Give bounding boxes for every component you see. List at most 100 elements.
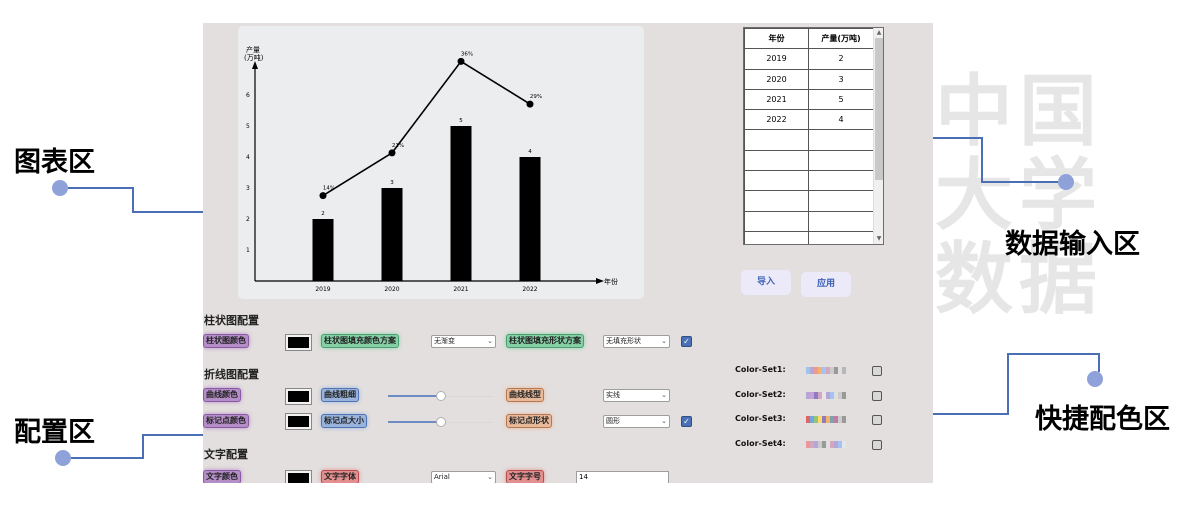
table-row[interactable] (744, 170, 874, 192)
color-set-swatch (806, 367, 810, 374)
line-color-swatch[interactable] (285, 388, 312, 405)
color-set-checkbox[interactable] (872, 390, 882, 401)
data-table[interactable]: 年份 产量(万吨) 2019 2 2020 3 2021 5 2022 4 (744, 28, 874, 244)
marker-shape-select[interactable]: 圆形 ⌄ (603, 415, 670, 428)
line-config-title: 折线图配置 (203, 368, 273, 382)
line-style-select[interactable]: 实线 ⌄ (603, 389, 670, 402)
table-cell-year[interactable] (744, 230, 809, 244)
marker-shape-label: 标记点形状 (506, 414, 552, 428)
bar (519, 157, 541, 281)
bar-fill-shape-select[interactable]: 无填充形状 ⌄ (603, 335, 670, 348)
annotation-data-input-area: 数据输入区 (1005, 229, 1140, 260)
table-row[interactable] (744, 190, 874, 212)
table-cell-output[interactable]: 2 (808, 48, 874, 70)
annotation-chart-area: 图表区 (14, 147, 95, 178)
table-cell-year[interactable] (744, 129, 809, 151)
color-set-checkbox[interactable] (872, 439, 882, 450)
table-cell-output[interactable] (808, 170, 874, 192)
bar-config-checkbox[interactable]: ✓ (681, 336, 692, 347)
data-input-table[interactable]: 年份 产量(万吨) 2019 2 2020 3 2021 5 2022 4 ▲ ▼ (743, 27, 884, 245)
table-row[interactable] (744, 149, 874, 172)
line-color-label: 曲线颜色 (203, 388, 241, 402)
table-cell-output[interactable] (808, 210, 874, 232)
slider-thumb[interactable] (436, 417, 446, 427)
color-set-swatch (810, 440, 814, 448)
color-set-swatches (806, 440, 846, 448)
table-row[interactable] (744, 230, 874, 244)
table-row[interactable]: 2019 2 (744, 48, 874, 70)
color-set-swatch (822, 416, 826, 423)
line-width-label: 曲线粗细 (321, 388, 359, 402)
y-axis-arrow (252, 61, 258, 69)
color-set-swatch (818, 391, 822, 399)
color-set-swatch (838, 391, 842, 399)
table-cell-year[interactable] (744, 210, 809, 232)
color-set-swatch (822, 367, 826, 374)
table-cell-output[interactable] (808, 129, 874, 151)
table-cell-output[interactable] (808, 190, 874, 212)
table-cell-output[interactable]: 5 (808, 88, 874, 111)
color-set-swatch (834, 367, 838, 374)
bar-line-chart: 产量(万吨) 年份 1 2 3 4 5 6 2 2019 3 2020 5 2021 4 2022 14% 21%… (244, 45, 618, 293)
font-size-input[interactable]: 14 (576, 471, 669, 483)
marker-shape-value: 圆形 (606, 417, 620, 425)
color-set-swatch (826, 416, 830, 423)
table-scrollbar[interactable]: ▲ ▼ (873, 28, 883, 244)
bar-value-label: 5 (459, 118, 463, 124)
marker-color-swatch[interactable] (285, 413, 312, 430)
table-row[interactable]: 2021 5 (744, 88, 874, 111)
color-set-swatch (838, 367, 842, 374)
table-cell-year[interactable] (744, 149, 809, 172)
y-axis-title: 产量 (246, 45, 260, 54)
table-cell-year[interactable]: 2021 (744, 88, 809, 111)
table-cell-output[interactable]: 3 (808, 68, 874, 90)
color-set-checkbox[interactable] (872, 415, 882, 425)
color-set-swatch (826, 440, 830, 448)
table-cell-year[interactable] (744, 190, 809, 212)
color-set-swatch (842, 391, 846, 399)
marker-size-slider[interactable] (388, 417, 493, 427)
table-cell-output[interactable]: 4 (808, 109, 874, 131)
table-row[interactable] (744, 129, 874, 151)
line-point-label: 29% (530, 94, 542, 100)
scroll-up-icon[interactable]: ▲ (876, 29, 882, 36)
text-color-swatch[interactable] (285, 470, 312, 483)
color-set-swatch (822, 440, 826, 448)
table-cell-output[interactable] (808, 149, 874, 172)
bar-fill-scheme-label: 柱状图填充颜色方案 (321, 334, 399, 348)
color-set-label: Color-Set3: (735, 414, 786, 423)
scroll-thumb[interactable] (875, 38, 883, 180)
y-tick-label: 3 (246, 185, 250, 192)
line-config-checkbox[interactable]: ✓ (681, 416, 692, 427)
color-set-checkbox[interactable] (872, 366, 882, 376)
table-row[interactable] (744, 210, 874, 232)
y-tick-label: 1 (246, 247, 250, 254)
table-row[interactable]: 2022 4 (744, 109, 874, 131)
table-row[interactable]: 2020 3 (744, 68, 874, 90)
import-button[interactable]: 导入 (741, 270, 791, 295)
font-family-label: 文字字体 (321, 470, 359, 483)
color-set-swatch (810, 416, 814, 423)
color-set-label: Color-Set4: (735, 438, 786, 448)
apply-button[interactable]: 应用 (801, 272, 851, 297)
table-header-year: 年份 (744, 28, 809, 50)
color-set-swatch (838, 440, 842, 448)
x-axis-title: 年份 (604, 277, 618, 286)
color-set-swatch (830, 440, 834, 448)
table-cell-year[interactable]: 2022 (744, 109, 809, 131)
scroll-down-icon[interactable]: ▼ (876, 235, 882, 242)
font-family-select[interactable]: Arial ⌄ (431, 471, 496, 483)
bar-color-label: 柱状图颜色 (203, 334, 249, 348)
bar-color-swatch[interactable] (285, 334, 312, 351)
table-cell-output[interactable] (808, 230, 874, 244)
bar-fill-scheme-select[interactable]: 无渐变 ⌄ (431, 335, 496, 348)
table-cell-year[interactable] (744, 170, 809, 192)
color-set-swatch (826, 367, 830, 374)
line-style-label: 曲线线型 (506, 388, 544, 402)
table-cell-year[interactable]: 2020 (744, 68, 809, 90)
color-set-swatch (818, 416, 822, 423)
chevron-down-icon: ⌄ (661, 337, 667, 345)
table-cell-year[interactable]: 2019 (744, 48, 809, 70)
line-width-slider[interactable] (388, 391, 493, 401)
slider-thumb[interactable] (436, 391, 446, 401)
